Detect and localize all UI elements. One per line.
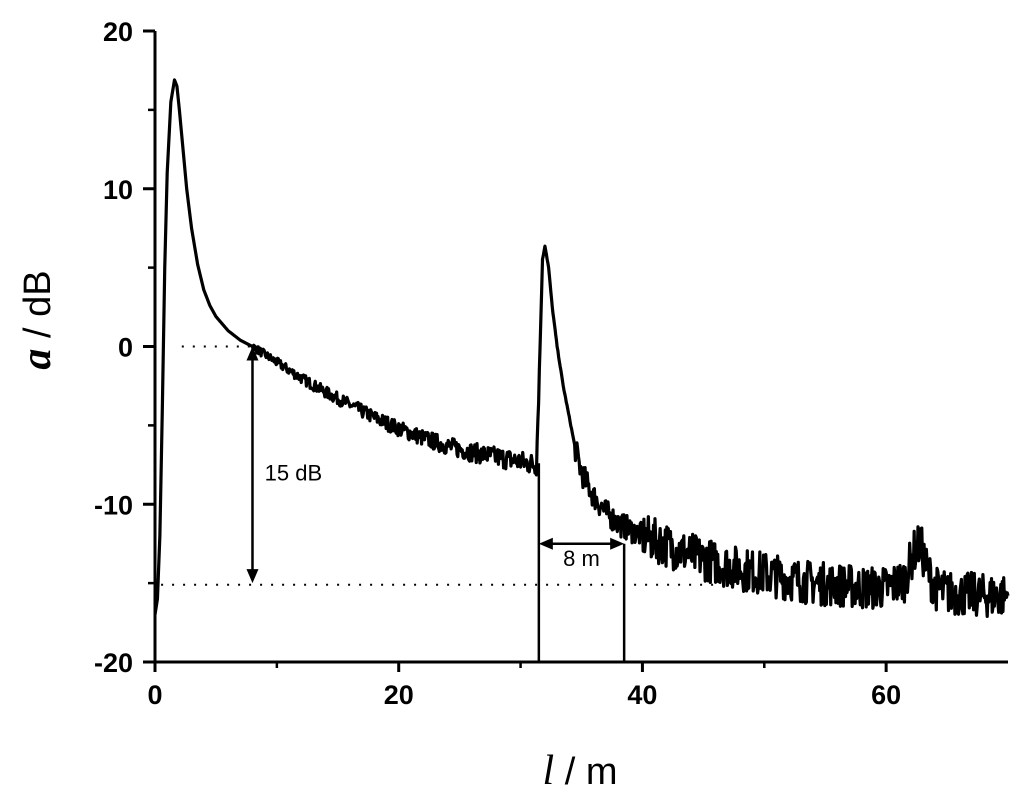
x-tick-label: 40 <box>627 680 657 710</box>
x-tick-label: 20 <box>384 680 414 710</box>
annotation-label: 15 dB <box>265 461 323 486</box>
arrow-head-down <box>246 569 259 584</box>
y-axis-unit: / dB <box>17 270 59 348</box>
y-tick-label: 0 <box>118 333 133 363</box>
annotation-label: 8 m <box>563 546 600 571</box>
x-tick-label: 60 <box>871 680 901 710</box>
axes: 0 20 40 60 -20 -10 0 10 20 <box>94 17 1008 710</box>
y-tick-label: 10 <box>103 175 133 205</box>
x-tick-label: 0 <box>147 680 162 710</box>
y-tick-label: -10 <box>94 490 133 520</box>
y-axis-label: a / dB <box>14 270 60 369</box>
plot-area: 15 dB 8 m <box>153 78 1010 662</box>
x-axis-label: l / m <box>543 748 618 794</box>
annotation-1: 8 m <box>538 537 625 571</box>
annotation-0: 15 dB <box>246 346 323 584</box>
series-line-0 <box>153 78 1010 619</box>
y-axis-symbol: a <box>14 349 60 370</box>
y-tick-label: -20 <box>94 648 133 678</box>
x-axis-unit: / m <box>554 751 617 793</box>
arrow-head-up <box>246 346 259 361</box>
arrow-head-left <box>538 537 553 550</box>
x-axis-symbol: l <box>543 748 555 794</box>
arrow-head-right <box>610 537 625 550</box>
y-tick-label: 20 <box>103 17 133 47</box>
